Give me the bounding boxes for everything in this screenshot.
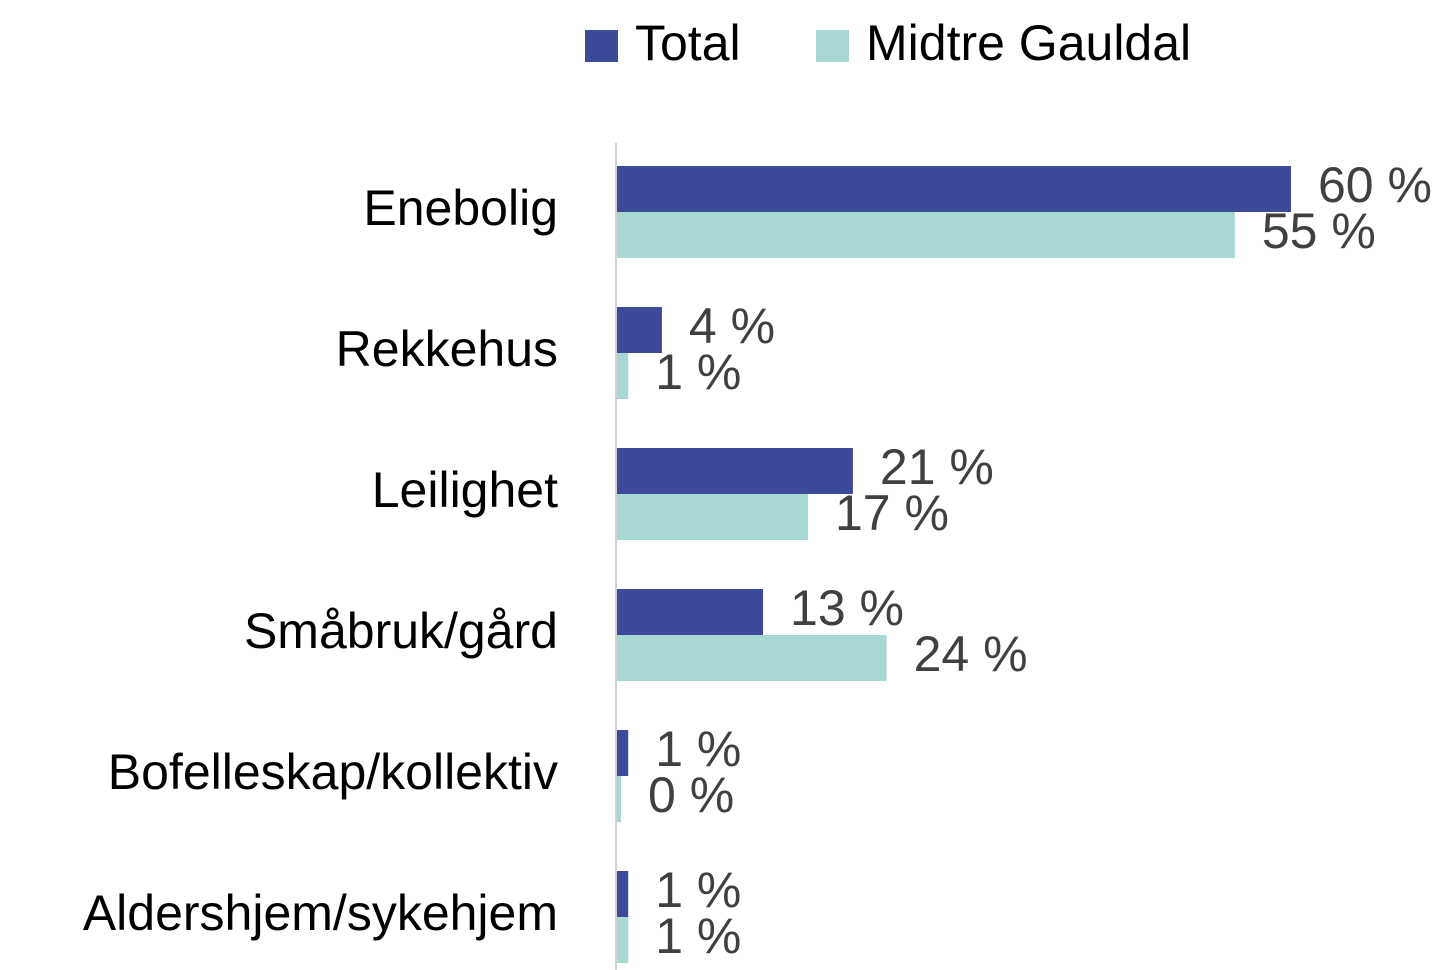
category-label: Småbruk/gård [244,603,558,659]
value-label: 55 % [1262,203,1376,259]
legend-label: Total [635,15,741,71]
bar [617,871,629,917]
bar [617,776,621,822]
category-label: Enebolig [363,180,558,236]
legend-swatch [585,30,618,62]
value-label: 17 % [835,485,949,541]
bar [617,635,887,681]
value-label: 1 % [655,862,741,918]
category-label: Rekkehus [336,321,558,377]
legend-swatch [816,30,849,62]
value-label: 21 % [880,439,994,495]
bar [617,166,1291,212]
bar [617,589,764,635]
value-label: 60 % [1318,157,1432,213]
value-label: 1 % [655,908,741,964]
bar [617,494,808,540]
value-label: 0 % [648,767,734,823]
bar [617,917,629,963]
value-label: 1 % [655,721,741,777]
bar [617,212,1235,258]
category-label: Leilighet [372,462,558,518]
category-label: Aldershjem/sykehjem [83,885,558,941]
value-label: 24 % [914,626,1028,682]
category-label: Bofelleskap/kollektiv [108,744,558,800]
bar [617,307,662,353]
value-label: 13 % [790,580,904,636]
bar [617,730,629,776]
legend-label: Midtre Gauldal [866,15,1191,71]
value-label: 4 % [689,298,775,354]
bar [617,353,629,399]
bar [617,448,853,494]
value-label: 1 % [655,344,741,400]
